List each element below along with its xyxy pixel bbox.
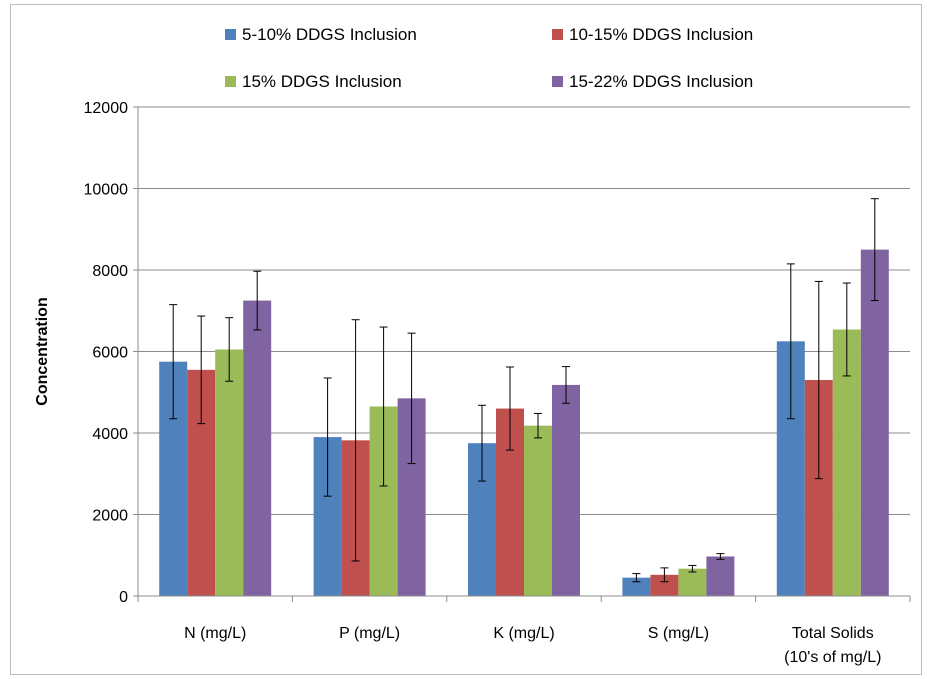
bar [552, 384, 580, 596]
x-tick-label: Total Solids [792, 625, 874, 642]
y-tick-label: 4000 [92, 426, 128, 443]
bar [706, 556, 735, 596]
y-tick-label: 2000 [92, 508, 128, 525]
legend-label: 10-15% DDGS Inclusion [569, 25, 753, 44]
y-tick-label: 6000 [92, 345, 128, 362]
bars [159, 249, 889, 596]
legend-swatch [552, 29, 563, 40]
legend-label: 15-22% DDGS Inclusion [569, 72, 753, 91]
bar [860, 249, 889, 596]
x-tick-label: (10's of mg/L) [784, 649, 881, 666]
y-tick-label: 12000 [84, 100, 129, 117]
x-tick-label: S (mg/L) [648, 625, 709, 642]
y-axis: 0 2000 4000 6000 8000 10000 12000 [84, 100, 139, 606]
legend-label: 15% DDGS Inclusion [242, 72, 402, 91]
x-axis: N (mg/L) P (mg/L) K (mg/L) S (mg/L) Total So… [137, 595, 911, 666]
bar [622, 577, 651, 596]
bar [678, 568, 707, 596]
x-tick-label: K (mg/L) [493, 625, 554, 642]
y-tick-label: 0 [119, 589, 128, 606]
y-tick-label: 8000 [92, 263, 128, 280]
legend-swatch [225, 76, 236, 87]
legend-label: 5-10% DDGS Inclusion [242, 25, 417, 44]
bar [243, 300, 272, 596]
y-tick-label: 10000 [84, 182, 129, 199]
y-axis-label: Concentration [34, 297, 51, 405]
x-tick-label: N (mg/L) [184, 625, 246, 642]
legend: 5-10% DDGS Inclusion 10-15% DDGS Inclusio… [225, 25, 753, 91]
bar [524, 425, 552, 596]
error-bars [169, 198, 879, 583]
legend-swatch [552, 76, 563, 87]
legend-swatch [225, 29, 236, 40]
bar [650, 574, 679, 596]
bar [215, 349, 244, 596]
x-tick-label: P (mg/L) [339, 625, 400, 642]
